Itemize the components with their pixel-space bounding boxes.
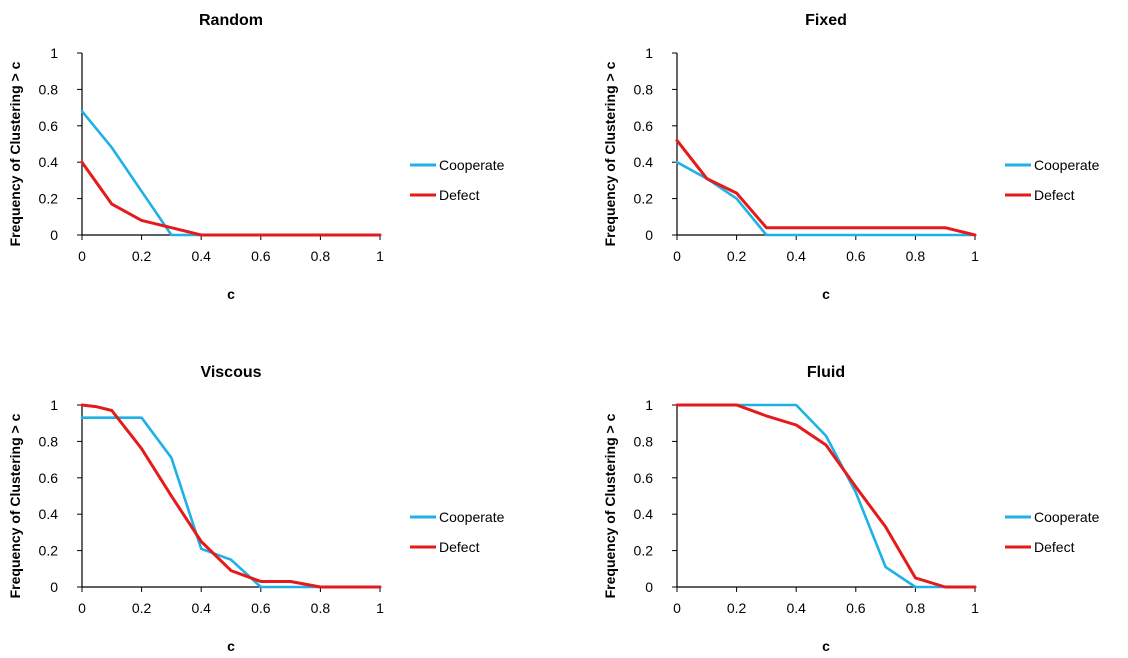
- y-tick-label: 0.4: [39, 154, 59, 170]
- x-tick-label: 0.6: [846, 600, 866, 616]
- chart-title: Fixed: [805, 12, 847, 29]
- y-tick-label: 0.2: [634, 543, 654, 559]
- y-axis-label: Frequency of Clustering > c: [602, 61, 618, 246]
- series-line-defect: [675, 403, 977, 589]
- y-tick-label: 0.2: [39, 543, 59, 559]
- series-line-defect: [80, 160, 382, 237]
- y-tick-label: 1: [50, 45, 58, 61]
- x-tick-label: 0.4: [786, 600, 806, 616]
- chart-title: Viscous: [200, 364, 261, 381]
- series-line-cooperate: [80, 109, 382, 237]
- x-tick-label: 1: [971, 600, 979, 616]
- x-tick-label: 0: [78, 248, 86, 264]
- y-tick-label: 0.2: [634, 191, 654, 207]
- x-tick-label: 0.8: [311, 600, 331, 616]
- y-tick-label: 0.6: [634, 470, 654, 486]
- y-tick-label: 0.4: [634, 154, 654, 170]
- y-tick-label: 1: [645, 45, 653, 61]
- y-tick-label: 0.8: [39, 81, 59, 97]
- x-tick-label: 1: [376, 248, 384, 264]
- legend-label-defect: Defect: [1034, 187, 1075, 203]
- y-tick-label: 0.6: [634, 118, 654, 134]
- x-axis-label: c: [822, 286, 830, 302]
- x-tick-label: 0.4: [191, 600, 211, 616]
- x-tick-label: 0.6: [251, 600, 271, 616]
- chart-panel-fluid: Fluid 0 0.2 0.4 0.6 0.8 1 0 0.2 0.4 0.6 0.8 1 c Freque…: [602, 364, 1100, 654]
- legend-label-defect: Defect: [439, 539, 480, 555]
- y-tick-label: 0: [645, 579, 653, 595]
- x-axis-label: c: [227, 638, 235, 654]
- x-tick-label: 0.8: [906, 248, 926, 264]
- x-tick-label: 0.2: [132, 600, 152, 616]
- y-axis-label: Frequency of Clustering > c: [602, 413, 618, 598]
- x-axis-label: c: [227, 286, 235, 302]
- y-tick-label: 0.4: [39, 506, 59, 522]
- x-tick-label: 0.6: [251, 248, 271, 264]
- x-tick-label: 0.4: [191, 248, 211, 264]
- y-tick-label: 0.8: [634, 81, 654, 97]
- x-tick-label: 1: [971, 248, 979, 264]
- x-tick-label: 0.8: [311, 248, 331, 264]
- x-tick-label: 0: [673, 248, 681, 264]
- x-tick-label: 1: [376, 600, 384, 616]
- chart-panel-random: Random 0 0.2 0.4 0.6 0.8 1 0 0.2 0.4 0.6 0.8 1 c Frequ…: [7, 12, 505, 302]
- series-line-cooperate: [675, 403, 977, 589]
- series-line-defect: [675, 138, 977, 237]
- y-axis-label: Frequency of Clustering > c: [7, 61, 23, 246]
- chart-panel-viscous: Viscous 0 0.2 0.4 0.6 0.8 1 0 0.2 0.4 0.6 0.8 1 c Freq…: [7, 364, 505, 654]
- y-tick-label: 1: [50, 397, 58, 413]
- x-tick-label: 0: [78, 600, 86, 616]
- y-tick-label: 0.4: [634, 506, 654, 522]
- x-tick-label: 0.2: [727, 248, 747, 264]
- legend-label-cooperate: Cooperate: [439, 157, 505, 173]
- chart-title: Random: [199, 12, 263, 29]
- legend-label-cooperate: Cooperate: [1034, 509, 1100, 525]
- y-tick-label: 0: [50, 227, 58, 243]
- x-tick-label: 0: [673, 600, 681, 616]
- y-tick-label: 0.2: [39, 191, 59, 207]
- series-line-cooperate: [80, 416, 382, 589]
- chart-panel-fixed: Fixed 0 0.2 0.4 0.6 0.8 1 0 0.2 0.4 0.6 0.8 1 c Freque…: [602, 12, 1100, 302]
- legend-label-cooperate: Cooperate: [1034, 157, 1100, 173]
- x-tick-label: 0.6: [846, 248, 866, 264]
- y-tick-label: 0: [50, 579, 58, 595]
- legend-label-cooperate: Cooperate: [439, 509, 505, 525]
- legend-label-defect: Defect: [439, 187, 480, 203]
- y-tick-label: 0.8: [634, 433, 654, 449]
- y-axis-label: Frequency of Clustering > c: [7, 413, 23, 598]
- x-tick-label: 0.4: [786, 248, 806, 264]
- y-tick-label: 0: [645, 227, 653, 243]
- series-line-defect: [80, 403, 382, 589]
- x-axis-label: c: [822, 638, 830, 654]
- y-tick-label: 0.8: [39, 433, 59, 449]
- chart-title: Fluid: [807, 364, 845, 381]
- y-tick-label: 0.6: [39, 118, 59, 134]
- x-tick-label: 0.2: [727, 600, 747, 616]
- y-tick-label: 0.6: [39, 470, 59, 486]
- x-tick-label: 0.2: [132, 248, 152, 264]
- series-line-cooperate: [675, 160, 977, 237]
- legend-label-defect: Defect: [1034, 539, 1075, 555]
- y-tick-label: 1: [645, 397, 653, 413]
- x-tick-label: 0.8: [906, 600, 926, 616]
